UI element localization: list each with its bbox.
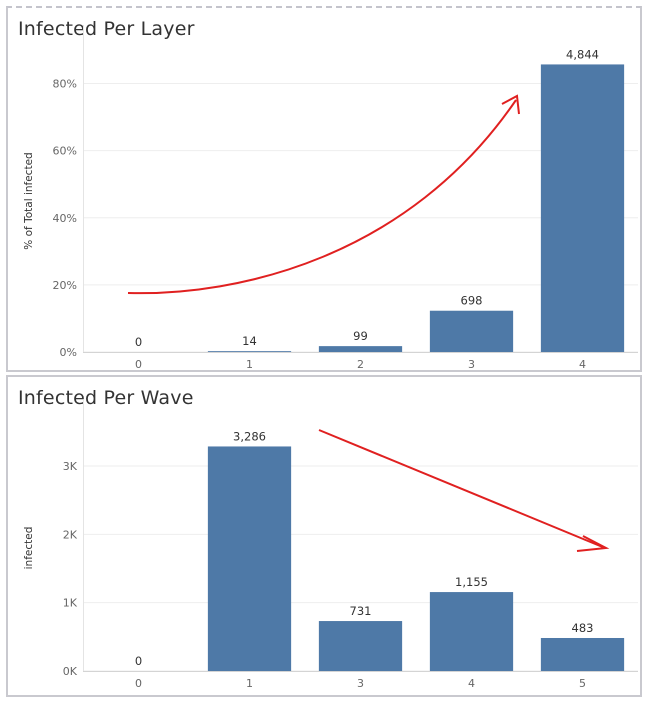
x-tick-label: 2 (357, 358, 364, 371)
y-tick-label: 60% (53, 145, 77, 158)
y-tick-label: 1K (63, 597, 78, 610)
bar[interactable] (207, 351, 292, 352)
data-label: 14 (242, 334, 257, 348)
bar[interactable] (540, 64, 625, 352)
infected-per-layer-panel: Infected Per Layer 0% 20% 40% 60% 80% 0 0 14 1 99… (6, 6, 642, 372)
x-tick-label: 5 (579, 677, 586, 690)
data-label: 1,155 (455, 575, 488, 589)
data-label: 0 (135, 654, 142, 668)
bar[interactable] (429, 310, 514, 352)
x-tick-label: 0 (135, 358, 142, 371)
x-tick-label: 4 (468, 677, 475, 690)
bar[interactable] (540, 637, 625, 671)
trend-arrow-head (576, 535, 610, 552)
y-tick-label: 80% (53, 78, 77, 91)
x-tick-label: 4 (579, 358, 586, 371)
data-label: 698 (461, 294, 483, 308)
trend-arrow (127, 99, 517, 295)
trend-arrow-head (501, 94, 520, 115)
bar[interactable] (207, 446, 292, 671)
chart-infected-per-wave: 0K 1K 2K 3K 0 0 3,286 1 731 3 1,155 4 483 5 infected (23, 400, 638, 690)
y-tick-label: 0% (60, 346, 77, 359)
y-tick-label: 40% (53, 212, 77, 225)
x-tick-label: 1 (246, 358, 253, 371)
y-axis-title: % of Total infected (23, 152, 35, 249)
x-tick-label: 3 (468, 358, 475, 371)
x-tick-label: 0 (135, 677, 142, 690)
data-label: 731 (350, 604, 372, 618)
chart-title-wave: Infected Per Wave (18, 387, 194, 409)
x-tick-label: 1 (246, 677, 253, 690)
y-tick-label: 0K (63, 665, 78, 678)
data-label: 483 (572, 621, 594, 635)
chart-title-layer: Infected Per Layer (18, 18, 195, 40)
data-label: 4,844 (566, 47, 599, 61)
bar[interactable] (429, 592, 514, 671)
bar[interactable] (318, 621, 403, 671)
y-axis-title: infected (23, 527, 35, 570)
y-tick-label: 20% (53, 279, 77, 292)
infected-per-wave-panel: Infected Per Wave 0K 1K 2K 3K 0 0 3,286 1 731 3 1,… (6, 375, 642, 697)
data-label: 3,286 (233, 429, 266, 443)
bar[interactable] (318, 346, 403, 352)
y-tick-label: 2K (63, 528, 78, 541)
trend-arrow (318, 429, 606, 549)
data-label: 0 (135, 335, 142, 349)
data-label: 99 (353, 329, 368, 343)
x-tick-label: 3 (357, 677, 364, 690)
chart-infected-per-layer: 0% 20% 40% 60% 80% 0 0 14 1 99 2 698 3 4,844 4 % of Tot… (23, 25, 638, 371)
y-tick-label: 3K (63, 460, 78, 473)
